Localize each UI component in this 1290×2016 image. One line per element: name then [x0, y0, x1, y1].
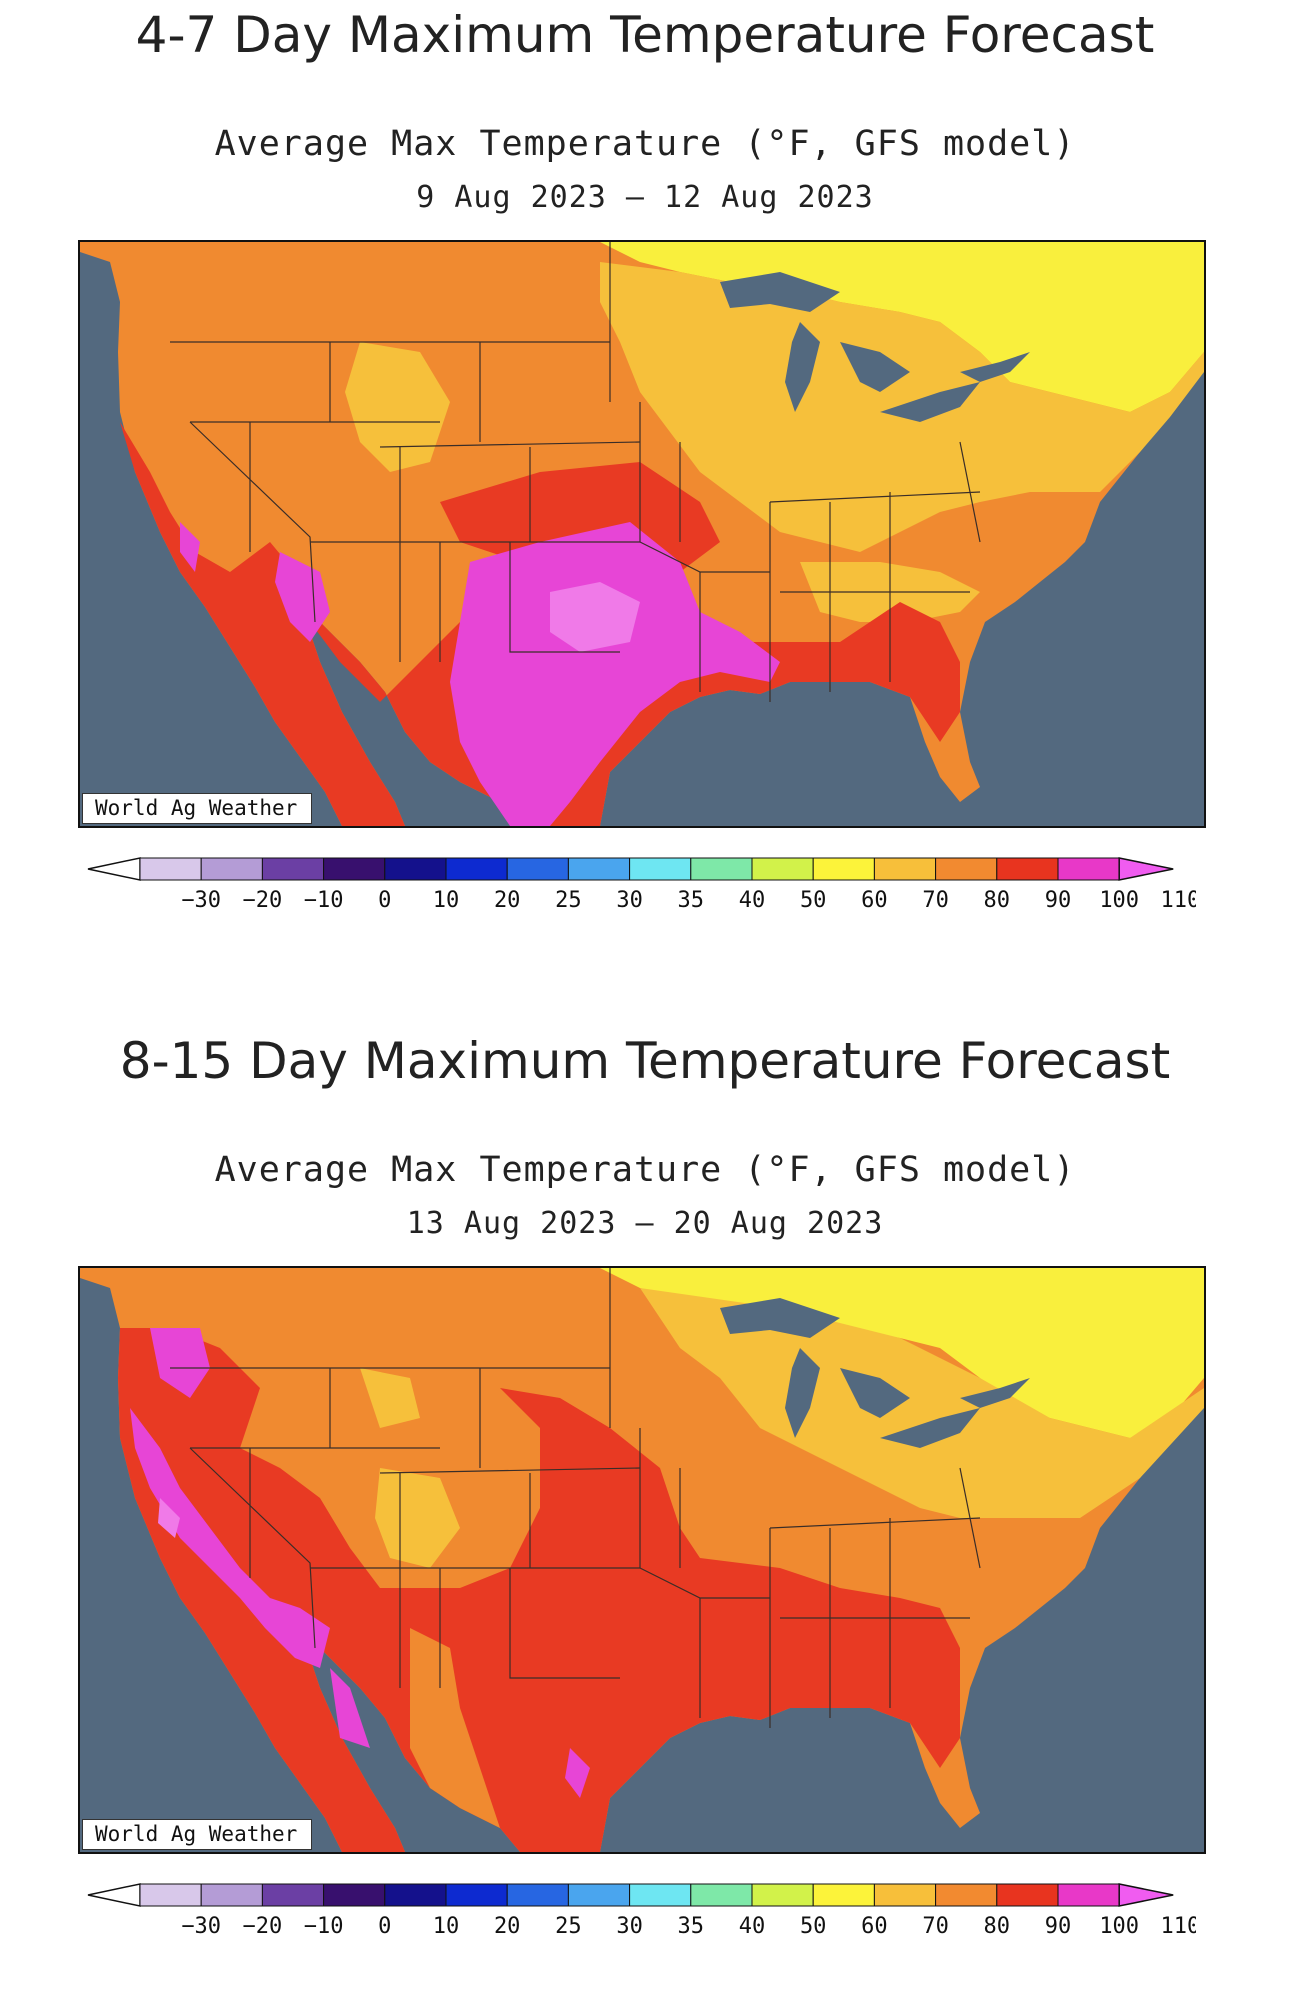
colorbar-tick-label: 70 — [922, 888, 949, 913]
colorbar-cell — [261, 1883, 325, 1907]
colorbar-tick-label: 60 — [861, 1914, 888, 1939]
colorbar-tick-label: 35 — [678, 888, 705, 913]
map-subtitle: Average Max Temperature (°F, GFS model) — [214, 124, 1076, 164]
colorbar-cell — [261, 857, 325, 881]
colorbar-cell — [384, 1883, 447, 1907]
map-credit: World Ag Weather — [82, 1819, 313, 1850]
colorbar-tick-label: 80 — [984, 1914, 1011, 1939]
map-canvas — [80, 1268, 1204, 1852]
colorbar-tick-label: −10 — [304, 888, 344, 913]
colorbar-tick-label: 10 — [433, 1914, 460, 1939]
colorbar-tick-label: 40 — [739, 888, 766, 913]
colorbar-cell — [139, 857, 202, 881]
colorbar-cell — [445, 857, 508, 881]
colorbar-cell — [751, 1883, 814, 1907]
colorbar-tick-label: 100 — [1099, 888, 1139, 913]
colorbar-tick-label: 20 — [494, 888, 521, 913]
colorbar-cell — [996, 857, 1059, 881]
colorbar-tick-label: 80 — [984, 888, 1011, 913]
colorbar-tick-label: 50 — [800, 1914, 827, 1939]
colorbar-tick-label: 35 — [678, 1914, 705, 1939]
forecast-panel-8-15-day: 8-15 Day Maximum Temperature Forecast Av… — [0, 1026, 1290, 2016]
panel-heading: 4-7 Day Maximum Temperature Forecast — [135, 6, 1155, 64]
colorbar-cell — [935, 1883, 998, 1907]
temperature-colorbar: −30 −20 −10 0 10 20 25 30 35 40 50 60 70 80 90 100 110 — [87, 1883, 1196, 1939]
state-borders — [170, 1268, 981, 1728]
state-borders — [170, 242, 981, 702]
colorbar-cell — [1057, 1883, 1120, 1907]
temperature-map: World Ag Weather — [78, 1266, 1206, 1854]
colorbar-tick-label: 30 — [616, 1914, 643, 1939]
panel-heading: 8-15 Day Maximum Temperature Forecast — [119, 1032, 1171, 1090]
colorbar-tick-label: −10 — [304, 1914, 344, 1939]
colorbar-cell — [690, 857, 753, 881]
colorbar-cell — [567, 1883, 631, 1907]
colorbar-cell — [996, 1883, 1059, 1907]
colorbar-cell — [812, 1883, 875, 1907]
colorbar-tick-label: −20 — [243, 1914, 283, 1939]
colorbar-cell — [812, 857, 875, 881]
colorbar-cell — [873, 1883, 937, 1907]
colorbar-cell — [445, 1883, 508, 1907]
forecast-panel-4-7-day: 4-7 Day Maximum Temperature Forecast Ave… — [0, 0, 1290, 990]
colorbar-cell — [200, 857, 263, 881]
colorbar-tick-label: 30 — [616, 888, 643, 913]
colorbar-cell — [629, 857, 692, 881]
colorbar-cell — [506, 857, 569, 881]
colorbar-cell — [139, 1883, 202, 1907]
colorbar-tick-label: 20 — [494, 1914, 521, 1939]
colorbar-min-arrow — [87, 1883, 141, 1907]
colorbar-tick-label: 110 — [1161, 1914, 1196, 1939]
colorbar-cell — [506, 1883, 569, 1907]
colorbar-tick-label: 100 — [1099, 1914, 1139, 1939]
colorbar-tick-label: 0 — [378, 888, 391, 913]
colorbar-tick-label: 90 — [1045, 888, 1072, 913]
colorbar-tick-label: 50 — [800, 888, 827, 913]
colorbar-tick-label: 70 — [922, 1914, 949, 1939]
date-range: 13 Aug 2023 – 20 Aug 2023 — [406, 1206, 884, 1241]
colorbar-cell — [690, 1883, 753, 1907]
temperature-colorbar: −30 −20 −10 0 10 20 25 30 35 40 50 60 70 80 90 100 110 — [87, 857, 1196, 913]
colorbar-tick-label: 0 — [378, 1914, 391, 1939]
map-canvas — [80, 242, 1204, 826]
colorbar-cell — [751, 857, 814, 881]
colorbar-max-arrow — [1118, 857, 1174, 881]
colorbar-cell — [629, 1883, 692, 1907]
colorbar-cell — [323, 1883, 386, 1907]
colorbar-cell — [873, 857, 937, 881]
map-credit: World Ag Weather — [82, 793, 313, 824]
colorbar-cell — [323, 857, 386, 881]
colorbar-tick-label: −30 — [181, 888, 221, 913]
colorbar-tick-label: −30 — [181, 1914, 221, 1939]
colorbar-cell — [935, 857, 998, 881]
colorbar-tick-label: 60 — [861, 888, 888, 913]
colorbar-cell — [567, 857, 631, 881]
colorbar-cell — [384, 857, 447, 881]
colorbar-min-arrow — [87, 857, 141, 881]
colorbar-tick-label: 90 — [1045, 1914, 1072, 1939]
date-range: 9 Aug 2023 – 12 Aug 2023 — [416, 180, 874, 215]
colorbar-tick-label: 110 — [1161, 888, 1196, 913]
colorbar-cell — [200, 1883, 263, 1907]
colorbar-tick-label: 25 — [555, 888, 582, 913]
temperature-map: World Ag Weather — [78, 240, 1206, 828]
colorbar-tick-label: −20 — [243, 888, 283, 913]
colorbar-tick-label: 25 — [555, 1914, 582, 1939]
map-subtitle: Average Max Temperature (°F, GFS model) — [214, 1150, 1076, 1190]
colorbar-max-arrow — [1118, 1883, 1174, 1907]
colorbar-tick-label: 40 — [739, 1914, 766, 1939]
colorbar-tick-label: 10 — [433, 888, 460, 913]
colorbar-cell — [1057, 857, 1120, 881]
